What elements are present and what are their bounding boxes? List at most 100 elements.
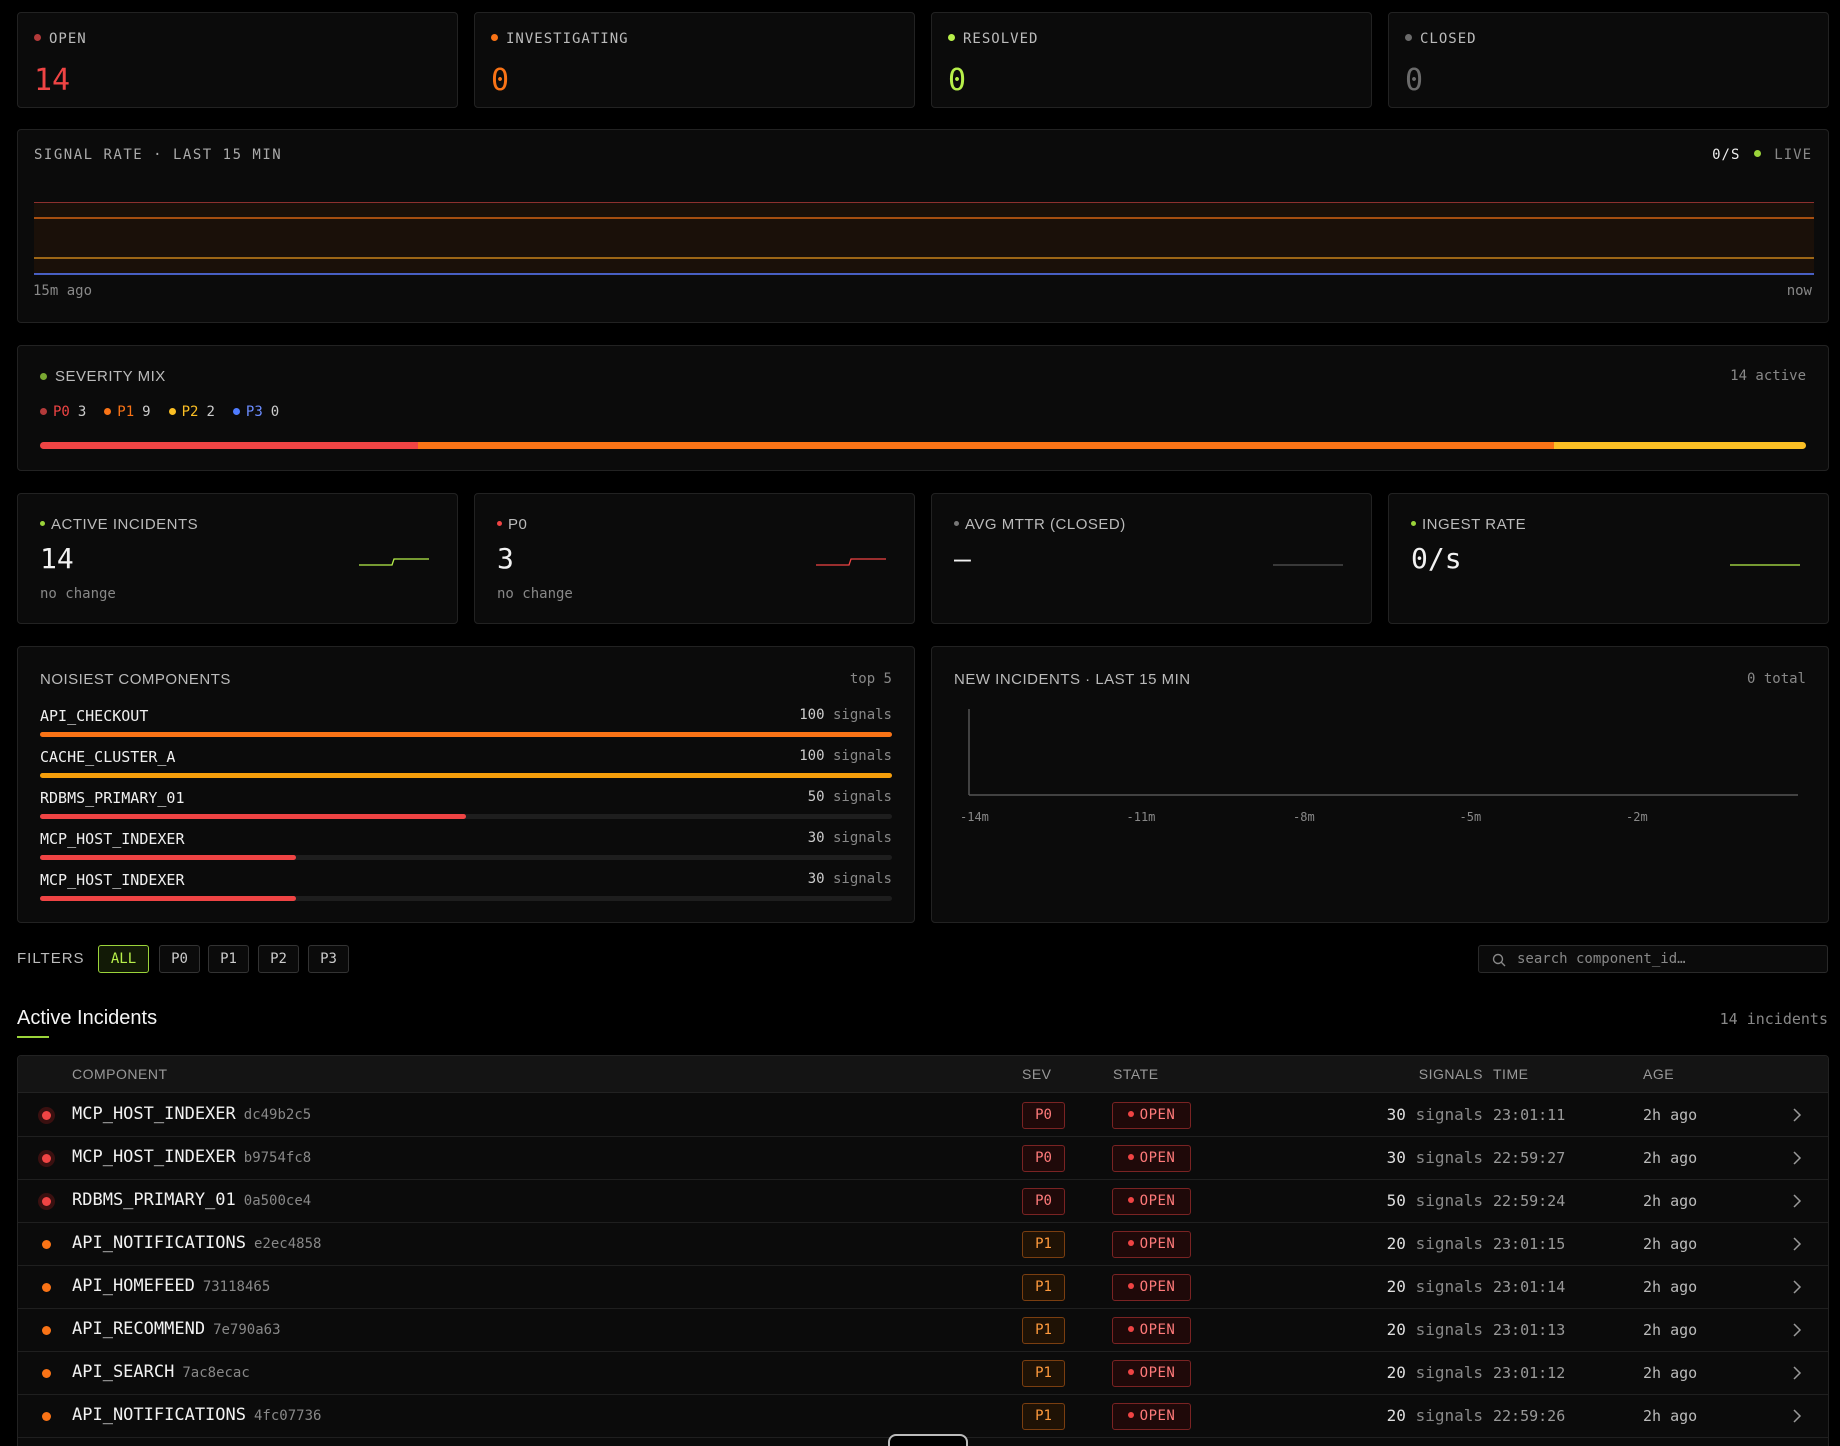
incident-id: 73118465 (202, 1279, 271, 1295)
status-card-investigating[interactable]: INVESTIGATING 0 (474, 12, 915, 108)
scroll-handle[interactable] (888, 1434, 968, 1446)
component-name: API_HOMEFEED (72, 1276, 195, 1296)
severity-badge: P1 (1022, 1274, 1065, 1301)
signals-count: 20 (1386, 1320, 1406, 1339)
metric-label: INGEST RATE (1411, 516, 1526, 533)
filter-chip-all[interactable]: ALL (98, 945, 149, 973)
age-cell: 2h ago (1643, 1364, 1698, 1382)
col-time[interactable]: TIME (1493, 1066, 1529, 1082)
table-row[interactable]: RDBMS_PRIMARY_01 0a500ce4 P0 OPEN 50 signals… (18, 1180, 1828, 1223)
severity-bar-segment-p2 (1553, 442, 1806, 449)
metric-dot-icon (497, 520, 502, 526)
table-header: COMPONENT SEV STATE SIGNALS TIME AGE (18, 1056, 1828, 1093)
component-cell: API_RECOMMEND 7e790a63 (72, 1319, 281, 1339)
state-badge: OPEN (1112, 1188, 1191, 1215)
component-cell: API_NOTIFICATIONS 4fc07736 (72, 1405, 321, 1425)
chevron-right-icon[interactable] (1792, 1280, 1802, 1294)
col-sev[interactable]: SEV (1022, 1066, 1052, 1082)
noisy-count-value: 50 (807, 789, 825, 805)
status-label: OPEN (34, 31, 87, 47)
incidents-count: 14 incidents (1719, 1010, 1828, 1028)
filter-chip-p2[interactable]: P2 (258, 945, 299, 973)
signals-unit: signals (1415, 1191, 1483, 1210)
noisy-bar-fill (40, 814, 466, 819)
component-cell: MCP_HOST_INDEXER b9754fc8 (72, 1147, 311, 1167)
severity-badge: P1 (1022, 1317, 1065, 1344)
col-age[interactable]: AGE (1643, 1066, 1675, 1082)
status-card-closed[interactable]: CLOSED 0 (1388, 12, 1829, 108)
table-row[interactable]: MCP_HOST_INDEXER dc49b2c5 P0 OPEN 30 signals… (18, 1094, 1828, 1137)
table-row[interactable]: MCP_HOST_INDEXER b9754fc8 P0 OPEN 30 signals… (18, 1137, 1828, 1180)
state-badge: OPEN (1112, 1403, 1191, 1430)
severity-dot-icon (42, 1326, 51, 1335)
metric-label-text: AVG MTTR (CLOSED) (965, 516, 1126, 533)
status-label: CLOSED (1405, 31, 1477, 47)
filter-chip-p1[interactable]: P1 (208, 945, 249, 973)
noisy-count-value: 30 (807, 871, 825, 887)
component-cell: API_SEARCH 7ac8ecac (72, 1362, 250, 1382)
chevron-right-icon[interactable] (1792, 1323, 1802, 1337)
severity-dot-icon (42, 1283, 51, 1292)
signal-rate-panel: SIGNAL RATE · LAST 15 MIN 0/S LIVE 15m a… (17, 129, 1829, 323)
state-dot-icon (1127, 1369, 1134, 1375)
noisy-component-count: 50 signals (808, 789, 892, 805)
time-cell: 22:59:27 (1493, 1149, 1566, 1167)
component-name: MCP_HOST_INDEXER (72, 1147, 236, 1167)
signals-count: 30 (1386, 1148, 1406, 1167)
chevron-right-icon[interactable] (1792, 1151, 1802, 1165)
status-value: 0 (1405, 63, 1424, 98)
search-input[interactable] (1517, 949, 1817, 969)
noisy-bar-track (40, 896, 892, 901)
noisy-component-row[interactable]: MCP_HOST_INDEXER 30 signals (40, 871, 892, 911)
filter-chip-p0[interactable]: P0 (159, 945, 200, 973)
chevron-right-icon[interactable] (1792, 1366, 1802, 1380)
noisy-component-row[interactable]: RDBMS_PRIMARY_01 50 signals (40, 789, 892, 829)
component-cell: API_HOMEFEED 73118465 (72, 1276, 270, 1296)
metric-label-text: INGEST RATE (1422, 516, 1527, 533)
noisy-component-row[interactable]: CACHE_CLUSTER_A 100 signals (40, 748, 892, 788)
state-badge: OPEN (1112, 1145, 1191, 1172)
severity-label: P0 (53, 404, 70, 420)
noisy-component-row[interactable]: MCP_HOST_INDEXER 30 signals (40, 830, 892, 870)
noisy-count-value: 30 (807, 830, 825, 846)
signals-unit: signals (1415, 1363, 1483, 1382)
time-cell: 23:01:13 (1493, 1321, 1566, 1339)
metric-dot-icon (40, 520, 45, 526)
severity-label: P3 (245, 404, 263, 420)
table-row[interactable]: API_HOMEFEED 73118465 P1 OPEN 20 signals 23:0… (18, 1266, 1828, 1309)
noisy-component-row[interactable]: API_CHECKOUT 100 signals (40, 707, 892, 747)
metric-card: AVG MTTR (CLOSED) — (931, 493, 1372, 624)
col-state[interactable]: STATE (1113, 1066, 1159, 1082)
severity-legend-p0: P0 3 (40, 404, 86, 420)
noisy-bar-track (40, 773, 892, 778)
age-cell: 2h ago (1643, 1149, 1698, 1167)
search-box[interactable] (1478, 945, 1828, 973)
table-row[interactable]: API_NOTIFICATIONS e2ec4858 P1 OPEN 20 signal… (18, 1223, 1828, 1266)
chevron-right-icon[interactable] (1792, 1237, 1802, 1251)
status-card-open[interactable]: OPEN 14 (17, 12, 458, 108)
component-name: API_RECOMMEND (72, 1319, 206, 1339)
status-dot-icon (34, 33, 41, 41)
noisy-component-name: CACHE_CLUSTER_A (40, 748, 176, 766)
table-row[interactable]: API_RECOMMEND 7e790a63 P1 OPEN 20 signals 23:… (18, 1309, 1828, 1352)
severity-dot-icon (40, 407, 47, 415)
severity-count: 9 (142, 404, 151, 420)
col-component[interactable]: COMPONENT (72, 1066, 168, 1082)
chevron-right-icon[interactable] (1792, 1194, 1802, 1208)
age-cell: 2h ago (1643, 1235, 1698, 1253)
incidents-table: COMPONENT SEV STATE SIGNALS TIME AGE MCP… (17, 1055, 1829, 1446)
signal-rate-start-label: 15m ago (33, 283, 93, 299)
x-tick-label: -5m (1460, 810, 1482, 824)
incident-id: dc49b2c5 (243, 1107, 312, 1123)
severity-legend-p2: P2 2 (168, 404, 215, 420)
filter-chip-p3[interactable]: P3 (308, 945, 349, 973)
table-row[interactable]: API_NOTIFICATIONS 4fc07736 P1 OPEN 20 signal… (18, 1395, 1828, 1438)
chevron-right-icon[interactable] (1792, 1409, 1802, 1423)
severity-dot-icon (168, 407, 176, 415)
noisy-component-name: MCP_HOST_INDEXER (40, 830, 185, 848)
table-row[interactable]: API_SEARCH 7ac8ecac P1 OPEN 20 signals 23:01:… (18, 1352, 1828, 1395)
status-card-resolved[interactable]: RESOLVED 0 (931, 12, 1372, 108)
chevron-right-icon[interactable] (1792, 1108, 1802, 1122)
signals-unit: signals (1415, 1148, 1483, 1167)
col-signals[interactable]: SIGNALS (1418, 1066, 1483, 1082)
